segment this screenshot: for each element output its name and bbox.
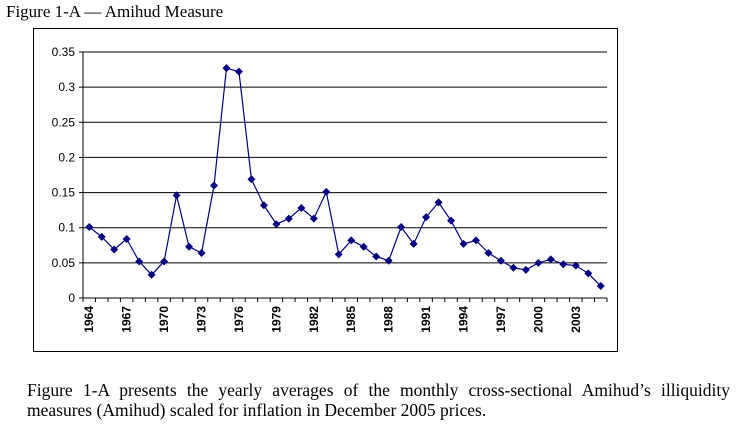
data-point-marker: [160, 257, 169, 266]
data-point-marker: [409, 239, 418, 248]
data-point-marker: [85, 223, 94, 232]
x-tick-label: 1994: [457, 306, 471, 333]
data-point-marker: [247, 175, 256, 184]
data-point-marker: [197, 249, 206, 258]
x-tick-label: 1991: [419, 306, 433, 333]
data-point-marker: [284, 214, 293, 223]
x-tick-label: 1979: [269, 306, 283, 333]
data-point-marker: [297, 204, 306, 213]
y-tick-label: 0.1: [58, 221, 75, 235]
x-tick-label: 1997: [494, 306, 508, 333]
x-tick-label: 1967: [120, 306, 134, 333]
data-point-marker: [434, 198, 443, 207]
data-point-marker: [484, 249, 493, 258]
data-point-marker: [334, 250, 343, 259]
gridlines: [83, 51, 607, 264]
data-point-marker: [222, 64, 231, 73]
x-tick-label: 1970: [157, 306, 171, 333]
chart-area: 0 0.05 0.1 0.15 0.2 0.25 0.3 0.35 1964 1967 1970 19…: [33, 28, 618, 352]
x-tick-label: 1985: [344, 306, 358, 333]
y-tick-label: 0.15: [52, 186, 76, 200]
data-point-marker: [309, 214, 318, 223]
x-tick-label: 2000: [531, 306, 545, 333]
data-point-marker: [322, 187, 331, 196]
data-point-marker: [397, 223, 406, 232]
data-point-marker: [272, 220, 281, 229]
data-point-marker: [546, 255, 555, 264]
data-point-marker: [571, 261, 580, 270]
data-point-marker: [472, 236, 480, 245]
data-point-marker: [422, 213, 431, 222]
data-point-marker: [210, 181, 218, 190]
data-point-marker: [147, 270, 156, 279]
x-tick-label: 2003: [569, 306, 583, 333]
data-point-marker: [97, 232, 106, 241]
x-tick-label: 1988: [382, 306, 396, 333]
y-tick-label: 0.25: [52, 115, 76, 129]
series-line: [88, 67, 602, 287]
data-point-marker: [534, 258, 543, 267]
series-amihud: [85, 64, 605, 291]
data-point-marker: [172, 191, 181, 200]
data-point-marker: [347, 236, 356, 245]
data-point-marker: [372, 252, 381, 261]
axes: [79, 51, 608, 302]
data-point-marker: [122, 234, 131, 243]
y-tick-label: 0.05: [52, 256, 76, 270]
data-point-marker: [384, 256, 393, 265]
data-point-marker: [447, 216, 456, 225]
data-point-marker: [596, 282, 605, 291]
data-point-marker: [135, 257, 144, 266]
data-point-marker: [584, 269, 593, 278]
data-point-marker: [110, 245, 119, 254]
data-point-marker: [234, 67, 243, 76]
x-tick-label: 1973: [195, 306, 209, 333]
y-tick-label: 0.35: [52, 45, 76, 59]
y-tick-label: 0.3: [58, 80, 75, 94]
x-tick-label: 1982: [307, 306, 321, 333]
amihud-line-chart: 0 0.05 0.1 0.15 0.2 0.25 0.3 0.35 1964 1967 1970 19…: [52, 45, 608, 333]
x-tick-label: 1964: [82, 306, 96, 333]
y-tick-label: 0.2: [58, 150, 75, 164]
data-point-marker: [459, 239, 468, 248]
figure-caption: Figure 1-A presents the yearly averages …: [27, 380, 730, 420]
tick-labels: 0 0.05 0.1 0.15 0.2 0.25 0.3 0.35 1964 1967 1970 19…: [52, 45, 583, 333]
x-tick-label: 1976: [232, 306, 246, 333]
figure-title: Figure 1-A — Amihud Measure: [6, 2, 224, 21]
data-point-marker: [496, 256, 505, 265]
y-tick-label: 0: [68, 291, 75, 305]
data-point-marker: [559, 260, 568, 269]
data-point-marker: [359, 242, 368, 251]
data-point-marker: [185, 242, 194, 251]
data-point-marker: [509, 263, 518, 272]
data-point-marker: [521, 265, 530, 274]
data-point-marker: [259, 201, 268, 210]
